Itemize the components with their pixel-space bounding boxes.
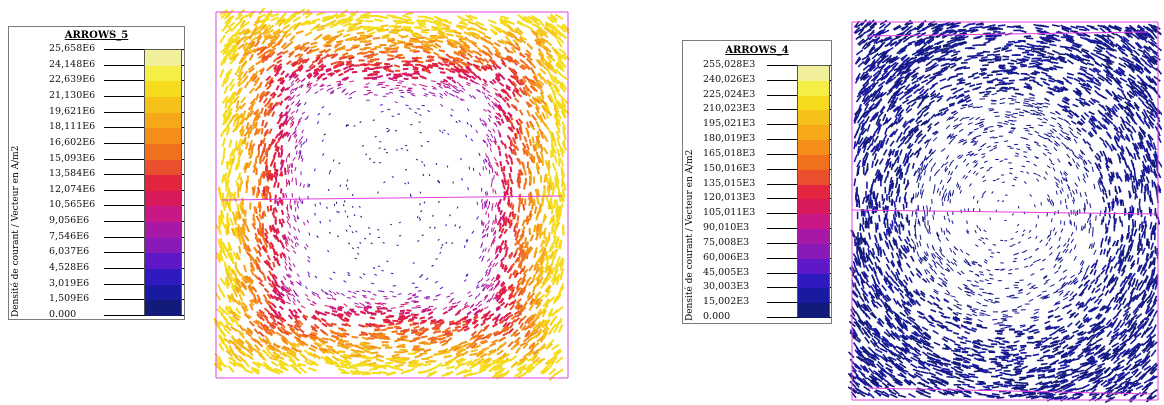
legend-tick-label: 15,002E3 — [703, 296, 750, 308]
legend-arrows-5: ARROWS_5 Densité de courant / Vecteur en… — [8, 26, 185, 320]
legend-tick-label: 105,011E3 — [703, 207, 756, 219]
legend-tick-label: 75,008E3 — [703, 236, 750, 248]
vector-arrows — [213, 8, 571, 382]
legend-tick-label: 0.000 — [49, 309, 77, 320]
legend-tick-label: 165,018E3 — [703, 147, 756, 159]
legend-tick-label: 6,037E6 — [49, 246, 90, 258]
vector-arrows — [848, 19, 1162, 404]
legend-color-swatch — [145, 253, 181, 270]
legend-tick-label: 13,584E6 — [49, 168, 96, 180]
legend-color-swatch — [145, 269, 181, 286]
legend-color-swatch — [798, 125, 829, 141]
legend-color-swatch — [145, 222, 181, 239]
legend-tick-label: 210,023E3 — [703, 103, 756, 115]
legend-tick-label: 22,639E6 — [49, 74, 96, 86]
legend-color-swatch — [798, 303, 829, 319]
legend-color-swatch — [145, 112, 181, 129]
mesh-frame — [215, 11, 569, 379]
legend-color-swatch — [798, 288, 829, 304]
legend-colorbar — [797, 65, 830, 319]
legend-tick-label: 90,010E3 — [703, 222, 750, 234]
legend-tick-label: 225,024E3 — [703, 88, 756, 100]
legend-tick-label: 60,006E3 — [703, 251, 750, 263]
legend-tick-label: 45,005E3 — [703, 266, 750, 278]
legend-tick-label: 15,093E6 — [49, 152, 96, 164]
legend-tick-label: 180,019E3 — [703, 133, 756, 145]
legend-color-swatch — [798, 214, 829, 230]
legend-tick-label: 18,111E6 — [49, 121, 96, 133]
legend-tick-label: 195,021E3 — [703, 118, 756, 130]
legend-color-swatch — [145, 237, 181, 254]
legend-color-swatch — [798, 229, 829, 245]
legend-tick-label: 150,016E3 — [703, 162, 756, 174]
legend-arrows-4: ARROWS_4 Densité de courant / Vecteur en… — [682, 40, 832, 324]
vector-plot-left — [212, 8, 572, 383]
legend-tick-line — [104, 315, 184, 316]
legend-color-swatch — [798, 140, 829, 156]
legend-tick-label: 135,015E3 — [703, 177, 756, 189]
legend-tick-label: 1,509E6 — [49, 293, 90, 305]
legend-color-swatch — [145, 81, 181, 98]
legend-tick-label: 25,658E6 — [49, 43, 96, 54]
current-density-vector-field — [848, 19, 1162, 404]
legend-color-swatch — [798, 243, 829, 260]
legend-tick-label: 7,546E6 — [49, 230, 90, 242]
vector-plot-right — [848, 18, 1162, 404]
legend-colorbar — [144, 49, 182, 317]
legend-color-swatch — [145, 300, 181, 317]
mesh-frame — [851, 21, 1159, 401]
legend-color-swatch — [145, 50, 181, 67]
legend-tick-label: 120,013E3 — [703, 192, 756, 204]
legend-title: ARROWS_5 — [64, 30, 129, 41]
legend-color-swatch — [145, 175, 181, 192]
legend-tick-label: 10,565E6 — [49, 199, 96, 211]
legend-color-swatch — [798, 273, 829, 289]
legend-tick-label: 19,621E6 — [49, 105, 96, 117]
legend-tick-label: 21,130E6 — [49, 89, 96, 101]
legend-color-swatch — [145, 65, 181, 82]
legend-color-swatch — [798, 95, 829, 111]
legend-color-swatch — [145, 96, 181, 114]
legend-color-swatch — [798, 184, 829, 200]
legend-color-swatch — [145, 128, 181, 145]
legend-tick-label: 3,019E6 — [49, 277, 90, 289]
legend-color-swatch — [145, 284, 181, 301]
legend-color-swatch — [798, 66, 829, 82]
legend-tick-label: 30,003E3 — [703, 281, 750, 293]
current-density-vector-field — [213, 8, 571, 382]
legend-color-swatch — [798, 110, 829, 126]
legend-color-swatch — [145, 143, 181, 161]
legend-title: ARROWS_4 — [725, 45, 789, 56]
legend-axis-label: Densité de courant / Vecteur en A/m2 — [11, 145, 21, 317]
legend-color-swatch — [798, 154, 829, 171]
legend-color-swatch — [145, 206, 181, 223]
legend-color-swatch — [145, 190, 181, 207]
legend-tick-label: 240,026E3 — [703, 73, 756, 85]
legend-color-swatch — [145, 159, 181, 176]
legend-tick-label: 16,602E6 — [49, 136, 96, 148]
legend-tick-label: 24,148E6 — [49, 58, 96, 70]
legend-tick-label: 4,528E6 — [49, 262, 90, 274]
legend-tick-label: 12,074E6 — [49, 183, 96, 195]
legend-color-swatch — [798, 258, 829, 275]
legend-color-swatch — [798, 80, 829, 97]
legend-axis-label: Densité de courant / Vecteur en A/m2 — [685, 149, 695, 321]
legend-color-swatch — [798, 199, 829, 215]
legend-tick-label: 0.000 — [703, 311, 731, 322]
legend-color-swatch — [798, 169, 829, 186]
legend-tick-label: 9,056E6 — [49, 215, 90, 227]
legend-tick-label: 255,028E3 — [703, 59, 756, 70]
